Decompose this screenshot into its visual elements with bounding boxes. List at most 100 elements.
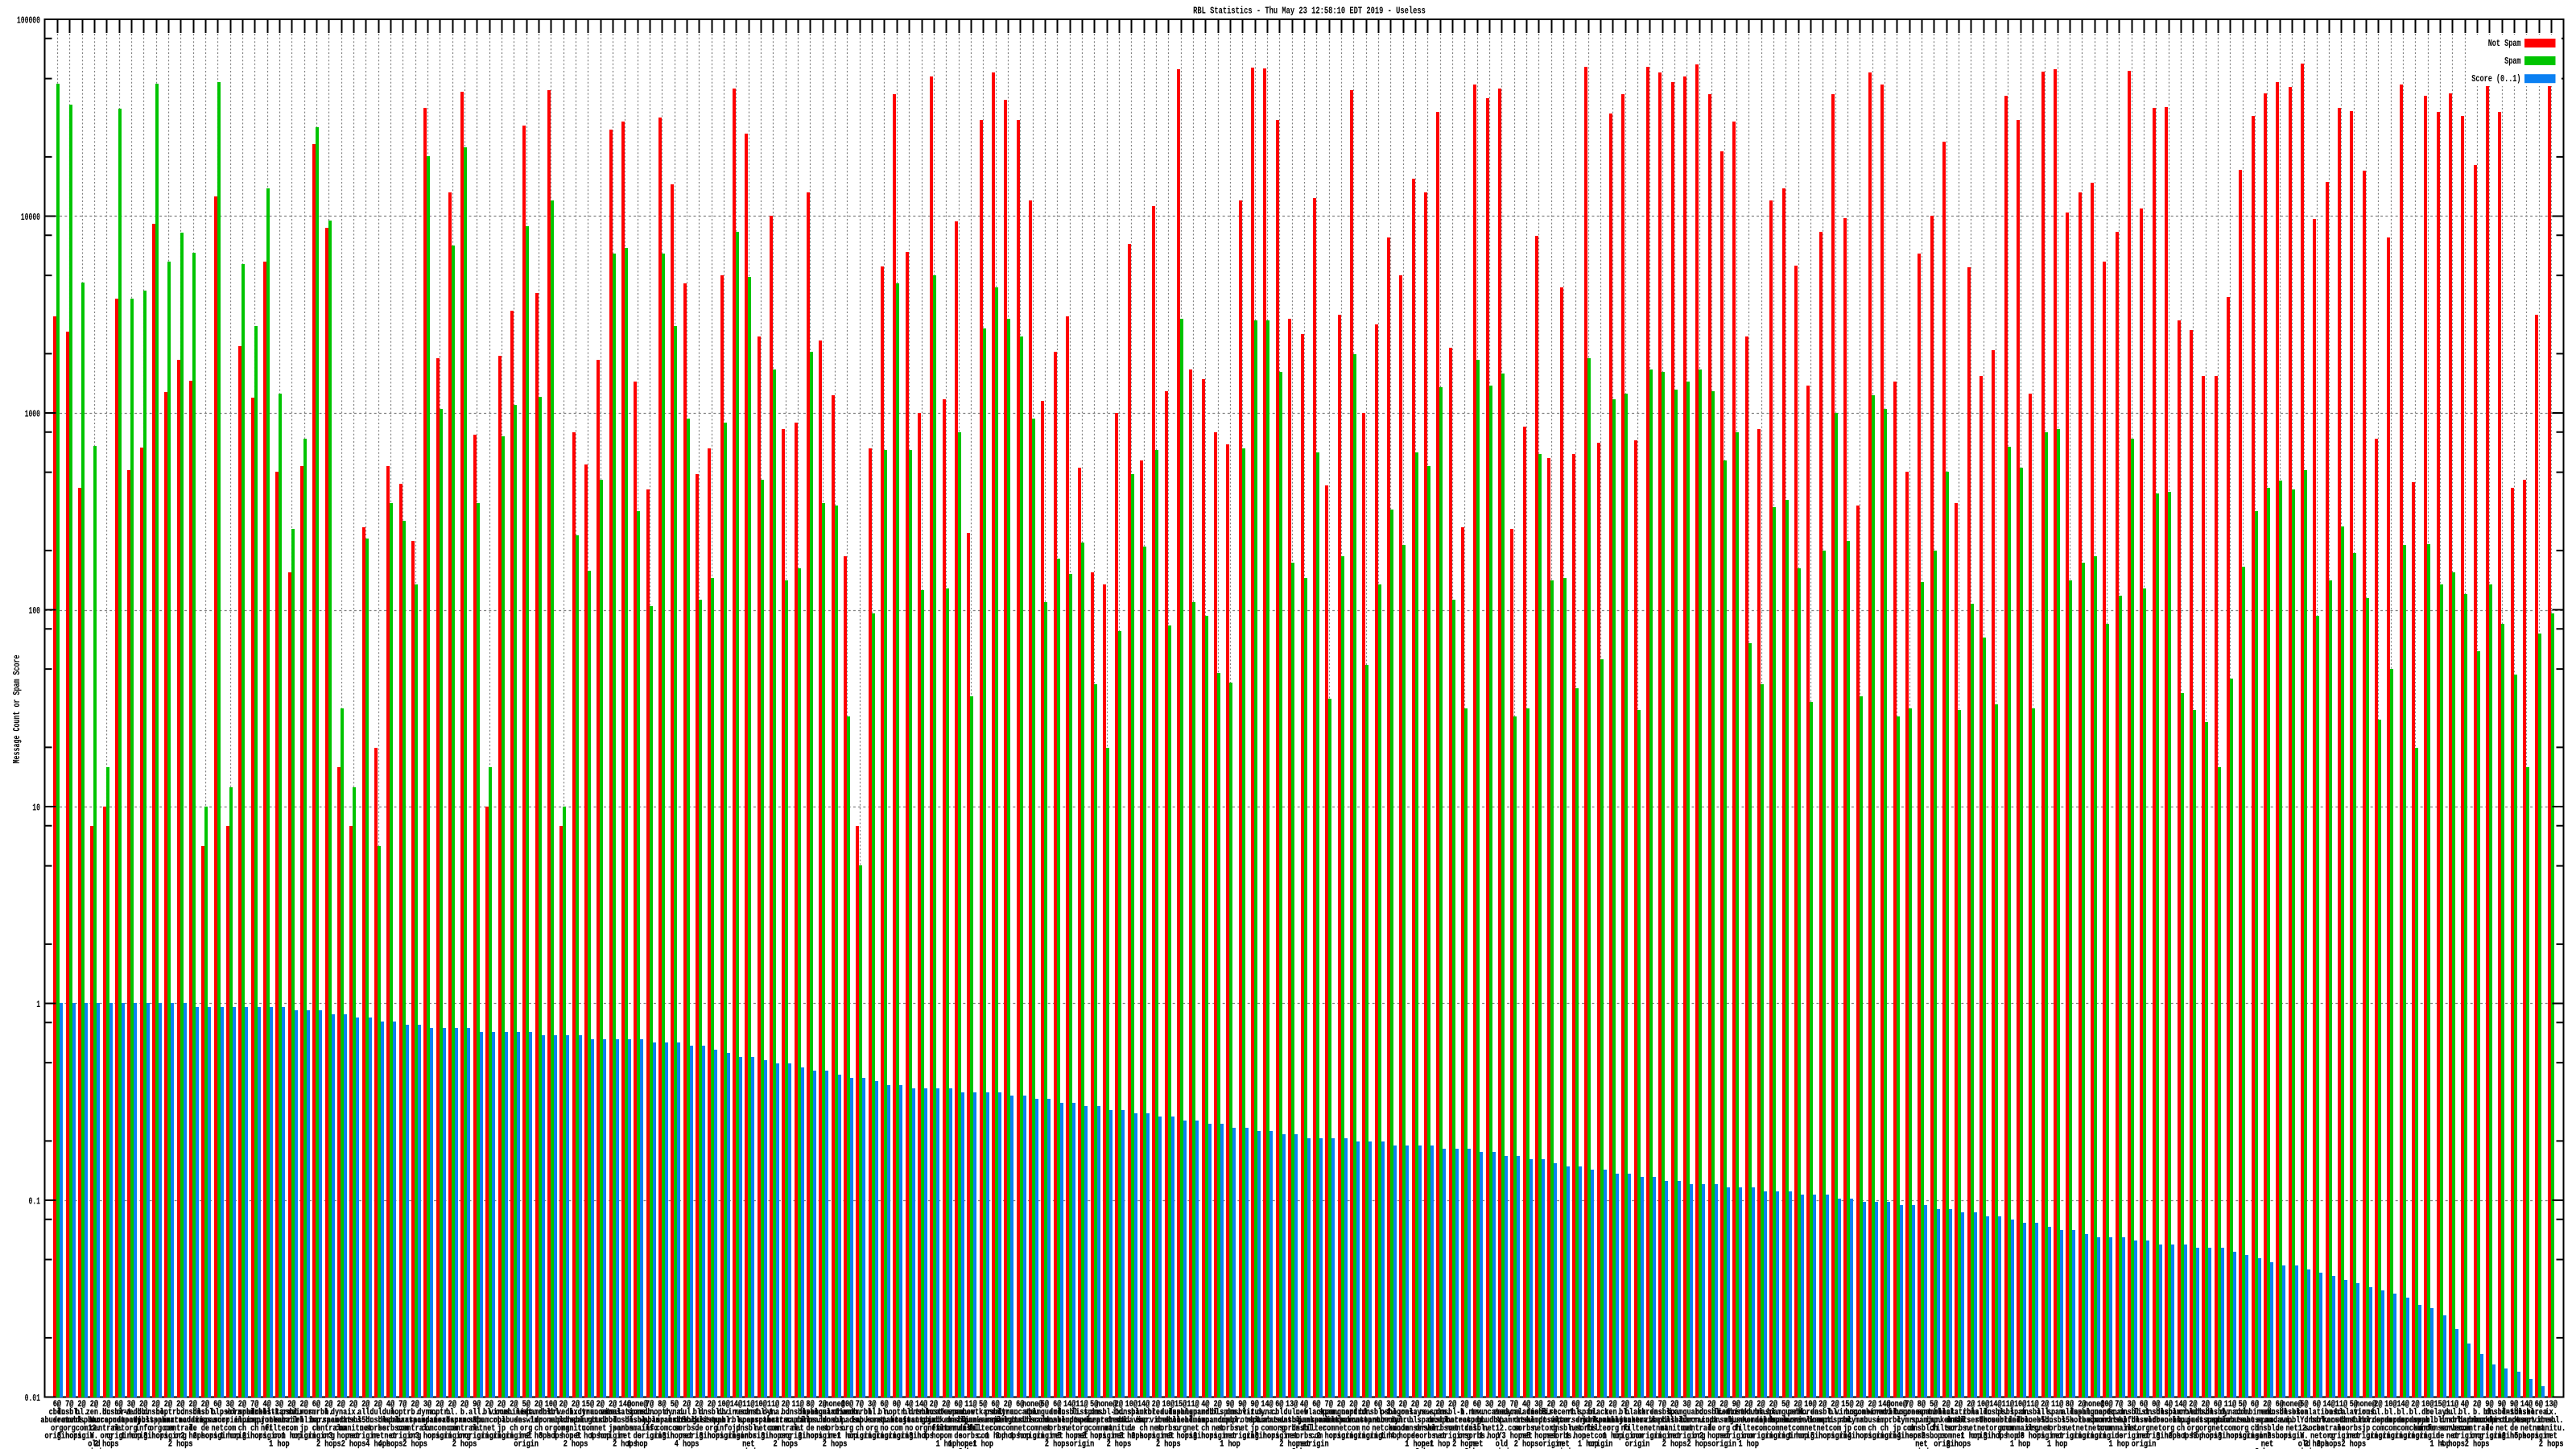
svg-text:origin: origin: [353, 1432, 378, 1442]
svg-text:dyna.: dyna.: [1504, 1408, 1525, 1418]
svg-text:com: com: [2396, 1424, 2409, 1434]
svg-text:1 hop: 1 hop: [1009, 1432, 1030, 1442]
svg-text:2 hops: 2 hops: [774, 1440, 799, 1449]
svg-text:psbl.: psbl.: [1788, 1408, 1809, 1418]
svg-text:sorbs.: sorbs.: [1946, 1424, 1971, 1434]
svg-text:hostkarma.: hostkarma.: [1728, 1408, 1769, 1418]
svg-text:list.: list.: [2133, 1408, 2154, 1418]
svg-text:0.1: 0.1: [29, 1196, 41, 1207]
svg-text:ch: ch: [510, 1424, 518, 1434]
svg-text:dnsbl.: dnsbl.: [341, 1416, 366, 1426]
svg-text:2@: 2@: [1559, 1400, 1568, 1410]
svg-text:junkemail: junkemail: [1928, 1416, 1965, 1426]
svg-text:dnsbl.: dnsbl.: [1119, 1408, 1144, 1418]
svg-text:imp.: imp.: [530, 1416, 547, 1426]
svg-text:central.: central.: [164, 1424, 197, 1434]
svg-text:2@: 2@: [189, 1400, 198, 1410]
svg-text:2 hops: 2 hops: [316, 1440, 341, 1449]
svg-text:10@: 10@: [841, 1400, 854, 1410]
svg-text:1 hop: 1 hop: [1603, 1432, 1624, 1442]
svg-text:14@: 14@: [619, 1400, 632, 1410]
svg-text:surriel.: surriel.: [1374, 1416, 1407, 1426]
svg-text:dnsbl.: dnsbl.: [798, 1408, 823, 1418]
svg-text:cbl.: cbl.: [864, 1408, 880, 1418]
svg-text:1 hop: 1 hop: [2183, 1432, 2204, 1442]
svg-text:origin: origin: [291, 1432, 316, 1442]
svg-text:2@: 2@: [1399, 1400, 1408, 1410]
svg-text:uceprotect.: uceprotect.: [1084, 1416, 1129, 1426]
svg-text:3 hops: 3 hops: [909, 1432, 934, 1442]
svg-text:dul.: dul.: [382, 1408, 398, 1418]
svg-text:zapbl.: zapbl.: [1650, 1416, 1675, 1426]
svg-text:com: com: [1088, 1424, 1101, 1434]
svg-text:2 hops: 2 hops: [94, 1440, 119, 1449]
svg-text:2@: 2@: [164, 1400, 173, 1410]
svg-text:3 hops: 3 hops: [663, 1432, 687, 1442]
svg-text:dnsbl.: dnsbl.: [2206, 1408, 2231, 1418]
svg-text:5@: 5@: [979, 1400, 988, 1410]
svg-text:5@: 5@: [2239, 1400, 2248, 1410]
svg-text:net: net: [1335, 1424, 1347, 1434]
svg-text:1 hop: 1 hop: [1566, 1432, 1587, 1442]
svg-text:2@: 2@: [448, 1400, 457, 1410]
svg-text:dnsbl.: dnsbl.: [1984, 1408, 2008, 1418]
svg-text:11@: 11@: [964, 1400, 977, 1410]
svg-text:black.: black.: [1588, 1408, 1613, 1418]
svg-text:dnsbl.: dnsbl.: [2008, 1416, 2033, 1426]
svg-text:services.: services.: [1137, 1416, 1174, 1426]
svg-text:dnsbl.: dnsbl.: [193, 1408, 218, 1418]
svg-text:dnsbl.: dnsbl.: [823, 1416, 848, 1426]
svg-text:net: net: [2496, 1424, 2508, 1434]
svg-text:Y.: Y.: [1497, 1416, 1505, 1426]
svg-text:org: org: [557, 1424, 569, 1434]
svg-text:spamrats.: spamrats.: [1496, 1416, 1533, 1426]
svg-text:origin: origin: [724, 1432, 749, 1442]
svg-text:org: org: [1607, 1424, 1619, 1434]
svg-text:8@: 8@: [1918, 1400, 1926, 1410]
svg-text:com: com: [1594, 1432, 1607, 1442]
svg-text:3 hops: 3 hops: [2218, 1432, 2243, 1442]
svg-text:6@: 6@: [213, 1400, 222, 1410]
svg-text:origin: origin: [131, 1432, 156, 1442]
svg-text:2@: 2@: [1497, 1400, 1506, 1410]
svg-text:1 hop: 1 hop: [590, 1432, 611, 1442]
svg-text:barracuda: barracuda: [310, 1416, 347, 1426]
svg-text:bl.: bl.: [903, 1408, 915, 1418]
svg-text:net: net: [2347, 1432, 2359, 1442]
svg-text:all.: all.: [469, 1408, 485, 1418]
svg-text:spam.: spam.: [1430, 1408, 1451, 1418]
svg-text:net: net: [2545, 1432, 2557, 1442]
svg-text:com: com: [582, 1424, 595, 1434]
svg-text:central.: central.: [398, 1424, 431, 1434]
svg-text:net: net: [2088, 1424, 2100, 1434]
svg-text:6@: 6@: [1312, 1400, 1321, 1410]
svg-text:ch: ch: [1868, 1424, 1876, 1434]
svg-text:net: net: [1977, 1424, 1989, 1434]
svg-text:spamguard.: spamguard.: [1765, 1408, 1806, 1418]
svg-text:2 hops: 2 hops: [1922, 1432, 1946, 1442]
svg-text:ch: ch: [856, 1424, 864, 1434]
svg-text:net: net: [1075, 1432, 1088, 1442]
svg-text:old: old: [1496, 1440, 1508, 1449]
svg-text:dnsbl-1.: dnsbl-1.: [1436, 1408, 1469, 1418]
svg-text:Y.: Y.: [2300, 1416, 2308, 1426]
svg-text:2@: 2@: [1115, 1400, 1124, 1410]
svg-text:b.: b.: [102, 1408, 110, 1418]
svg-text:net: net: [964, 1440, 976, 1449]
svg-text:100000: 100000: [17, 15, 40, 27]
svg-text:anonmails.: anonmails.: [617, 1424, 658, 1434]
svg-text:gbudb.: gbudb.: [922, 1416, 947, 1426]
svg-text:spamrats.: spamrats.: [421, 1416, 458, 1426]
svg-text:origin: origin: [440, 1432, 464, 1442]
svg-text:dnsbl.: dnsbl.: [2156, 1408, 2181, 1418]
svg-text:justspam.: justspam.: [903, 1416, 940, 1426]
svg-text:2@: 2@: [139, 1400, 148, 1410]
svg-text:net: net: [1644, 1424, 1656, 1434]
svg-text:net: net: [372, 1432, 384, 1442]
svg-text:2@: 2@: [77, 1400, 86, 1410]
svg-text:combined.: combined.: [1854, 1408, 1891, 1418]
svg-text:dnsbl.: dnsbl.: [1045, 1416, 1070, 1426]
svg-text:spamrbl.: spamrbl.: [238, 1408, 271, 1418]
svg-text:4@: 4@: [263, 1400, 272, 1410]
svg-text:dnsbl.: dnsbl.: [143, 1408, 168, 1418]
